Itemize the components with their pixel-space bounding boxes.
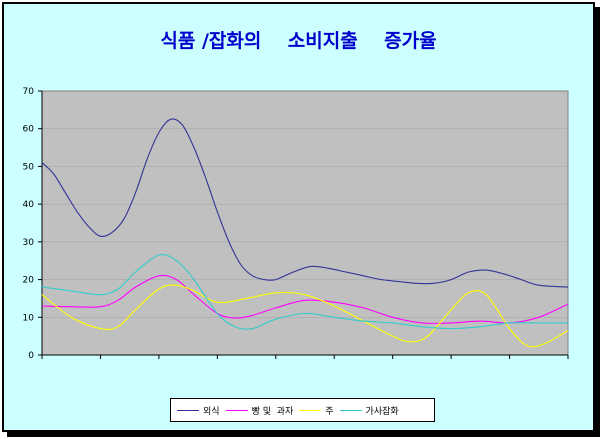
legend-swatch [225,409,248,411]
plot-area [41,90,569,356]
legend-label: 가사잡화 [365,406,399,417]
y-tick-label: 70 [23,87,35,97]
y-tick-label: 40 [23,200,35,210]
legend-label: 외식 [203,406,220,417]
series-line-3 [41,284,569,348]
legend-item-3: 주 [299,404,334,417]
y-tick-label: 10 [23,313,35,323]
series-line-1 [41,118,569,288]
y-tick-label: 30 [23,238,35,248]
y-tick-label: 20 [23,276,35,286]
chart-legend: 외식 빵 및 과자 주 가사잡화 [170,398,435,422]
legend-item-4: 가사잡화 [339,404,399,417]
legend-item-2: 빵 및 과자 [225,404,294,417]
y-tick-label: 0 [28,351,34,361]
legend-swatch [299,409,322,411]
series-line-2 [41,274,569,324]
legend-label: 빵 및 과자 [251,406,294,417]
series-line-4 [41,254,568,330]
y-tick-label: 50 [23,162,35,172]
chart-title: 식품 /잡화의 소비지출 증가율 [160,30,437,52]
legend-swatch [339,409,362,411]
y-tick-label: 60 [23,125,35,135]
legend-label: 주 [325,406,334,417]
legend-item-1: 외식 [177,404,220,417]
legend-swatch [177,409,199,411]
